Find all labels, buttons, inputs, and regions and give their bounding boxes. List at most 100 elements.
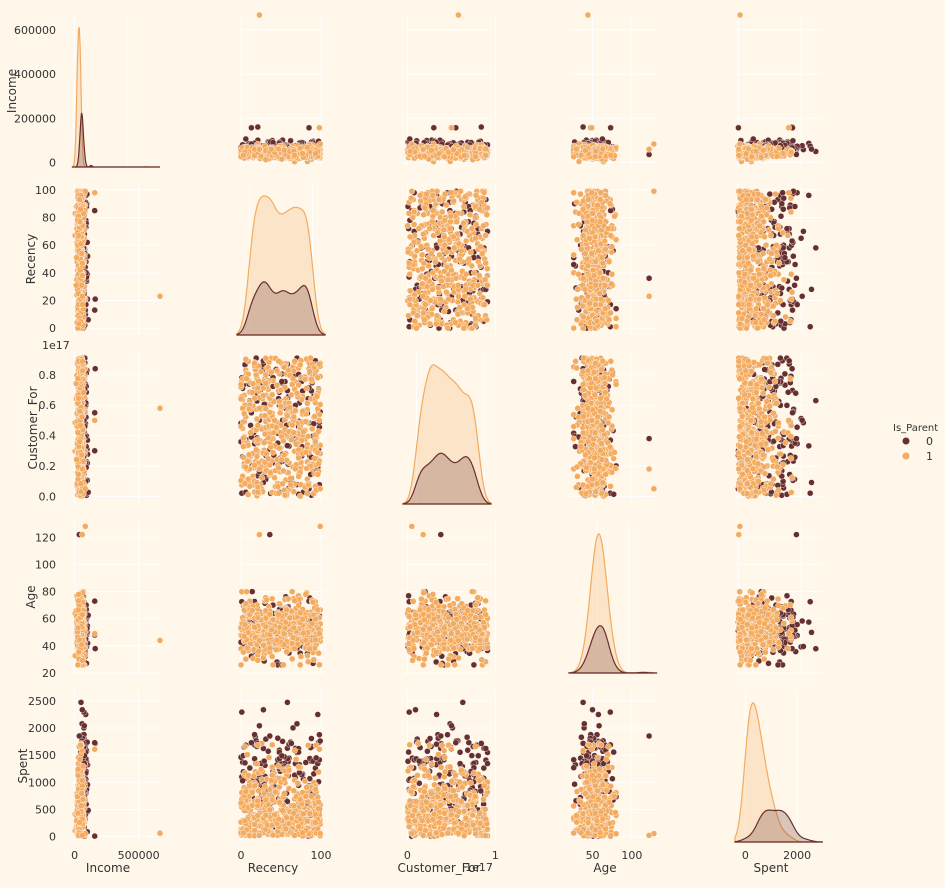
scatter-point xyxy=(584,256,590,262)
scatter-point xyxy=(79,302,85,308)
scatter-point xyxy=(455,299,461,305)
scatter-point xyxy=(92,307,98,313)
scatter-point xyxy=(578,321,584,327)
scatter-point xyxy=(480,295,486,301)
scatter-point xyxy=(599,136,605,142)
scatter-point xyxy=(462,293,468,299)
scatter-point xyxy=(316,125,322,131)
scatter-point xyxy=(92,190,98,196)
scatter-point xyxy=(434,313,440,319)
scatter-point xyxy=(448,213,454,219)
scatter-point xyxy=(798,235,804,241)
scatter-point xyxy=(414,313,420,319)
scatter-point xyxy=(612,213,618,219)
scatter-point xyxy=(585,197,591,203)
scatter-point xyxy=(790,138,796,144)
scatter-point xyxy=(441,234,447,240)
scatter-point xyxy=(457,256,463,262)
scatter-point xyxy=(450,234,456,240)
scatter-point xyxy=(292,152,298,158)
scatter-point xyxy=(429,219,435,225)
scatter-point xyxy=(613,306,619,312)
scatter-point xyxy=(580,206,586,212)
scatter-Recency-vs-Customer_For xyxy=(405,188,491,331)
scatter-point xyxy=(430,208,436,214)
scatter-point xyxy=(593,282,599,288)
scatter-point xyxy=(809,146,815,152)
scatter-point xyxy=(469,263,475,269)
scatter-point xyxy=(306,125,312,131)
scatter-point xyxy=(477,263,483,269)
scatter-point xyxy=(436,151,442,157)
scatter-point xyxy=(452,320,458,326)
scatter-point xyxy=(590,267,596,273)
scatter-point xyxy=(809,286,815,292)
scatter-point xyxy=(736,152,742,158)
scatter-point xyxy=(422,302,428,308)
scatter-point xyxy=(767,191,773,197)
scatter-point xyxy=(595,202,601,208)
scatter-point xyxy=(432,259,438,265)
scatter-point xyxy=(576,159,582,165)
scatter-point xyxy=(427,226,433,232)
scatter-point xyxy=(422,153,428,159)
scatter-point xyxy=(484,317,490,323)
scatter-point xyxy=(418,244,424,250)
scatter-point xyxy=(651,141,657,147)
scatter-point xyxy=(646,293,652,299)
scatter-point xyxy=(431,125,437,131)
scatter-point xyxy=(456,241,462,247)
scatter-point xyxy=(455,311,461,317)
scatter-point xyxy=(451,198,457,204)
scatter-point xyxy=(574,304,580,310)
scatter-point xyxy=(77,197,83,203)
scatter-point xyxy=(412,253,418,259)
scatter-point xyxy=(405,223,411,229)
scatter-point xyxy=(281,147,287,153)
scatter-point xyxy=(609,271,615,277)
scatter-point xyxy=(430,270,436,276)
scatter-point xyxy=(430,213,436,219)
scatter-point xyxy=(248,125,254,131)
scatter-point xyxy=(484,282,490,288)
scatter-point xyxy=(758,154,764,160)
scatter-point xyxy=(472,215,478,221)
scatter-point xyxy=(607,201,613,207)
scatter-point xyxy=(443,249,449,255)
scatter-point xyxy=(420,231,426,237)
scatter-point xyxy=(481,190,487,196)
scatter-point xyxy=(571,190,577,196)
scatter-point xyxy=(92,296,98,302)
scatter-point xyxy=(770,303,776,309)
scatter-point xyxy=(603,192,609,198)
scatter-point xyxy=(76,321,82,327)
scatter-point xyxy=(581,314,587,320)
scatter-point xyxy=(470,282,476,288)
scatter-point xyxy=(571,262,577,268)
scatter-point xyxy=(461,204,467,210)
scatter-point xyxy=(430,192,436,198)
scatter-point xyxy=(484,266,490,272)
scatter-point xyxy=(441,309,447,315)
scatter-point xyxy=(606,317,612,323)
scatter-point xyxy=(441,154,447,160)
scatter-point xyxy=(78,241,84,247)
scatter-point xyxy=(420,146,426,152)
scatter-point xyxy=(591,273,597,279)
scatter-point xyxy=(455,282,461,288)
scatter-point xyxy=(743,151,749,157)
scatter-Income-vs-Spent xyxy=(735,12,819,165)
scatter-point xyxy=(427,321,433,327)
scatter-point xyxy=(419,252,425,258)
scatter-point xyxy=(409,141,415,147)
scatter-point xyxy=(483,260,489,266)
scatter-point xyxy=(423,275,429,281)
scatter-point xyxy=(606,259,612,265)
scatter-point xyxy=(597,197,603,203)
scatter-point xyxy=(256,146,262,152)
scatter-point xyxy=(461,302,467,308)
scatter-point xyxy=(479,199,485,205)
scatter-point xyxy=(79,260,85,266)
scatter-Recency-vs-Spent xyxy=(735,188,819,331)
scatter-point xyxy=(408,195,414,201)
